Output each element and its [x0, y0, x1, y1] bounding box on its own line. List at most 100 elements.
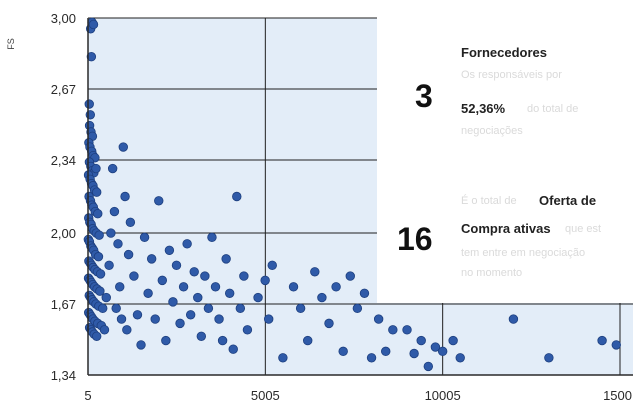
- data-point: [221, 254, 231, 264]
- data-point: [448, 335, 458, 346]
- data-point: [88, 19, 99, 30]
- x-tick-label: 5005: [251, 388, 280, 403]
- data-point: [224, 288, 235, 298]
- data-point: [253, 292, 263, 303]
- data-point: [182, 239, 192, 249]
- data-point: [146, 254, 157, 264]
- data-point: [430, 342, 441, 352]
- data-point: [113, 239, 123, 249]
- data-point: [366, 353, 377, 363]
- offer-title-line2: Compra ativas: [461, 221, 551, 236]
- data-point: [168, 297, 178, 307]
- data-point: [178, 282, 189, 292]
- data-point: [122, 325, 132, 335]
- data-point: [359, 288, 370, 298]
- data-point: [164, 245, 175, 255]
- data-point: [352, 303, 363, 314]
- data-point: [84, 99, 94, 109]
- data-point: [150, 314, 160, 324]
- data-point: [129, 271, 139, 281]
- data-point: [196, 331, 207, 341]
- data-point: [111, 303, 121, 314]
- y-tick-labels: 3,00 2,67 2,34 2,00 1,67 1,34: [51, 11, 76, 383]
- data-point: [232, 191, 242, 202]
- data-point: [207, 232, 217, 243]
- data-point: [91, 187, 102, 197]
- offer-count: 16: [397, 221, 433, 257]
- data-point: [132, 310, 143, 320]
- supplier-desc-line3: negociações: [461, 125, 523, 137]
- data-point: [118, 142, 128, 152]
- data-point: [86, 52, 97, 62]
- data-point: [338, 346, 348, 357]
- data-point: [267, 260, 277, 271]
- data-point: [381, 346, 391, 357]
- data-point: [104, 260, 114, 271]
- data-point: [544, 353, 554, 363]
- data-point: [193, 292, 203, 303]
- data-point: [388, 325, 398, 335]
- data-point: [91, 331, 102, 341]
- data-point: [295, 303, 306, 314]
- data-point: [331, 282, 341, 292]
- data-point: [373, 314, 384, 324]
- supplier-title: Fornecedores: [461, 45, 547, 60]
- data-point: [203, 303, 214, 314]
- data-point: [175, 318, 185, 329]
- y-tick-label: 1,67: [51, 297, 76, 312]
- data-point: [95, 286, 105, 296]
- data-point: [437, 346, 448, 357]
- data-point: [345, 271, 355, 281]
- data-point: [115, 282, 125, 292]
- data-point: [278, 353, 288, 363]
- x-tick-labels: 5 5005 10005 1500: [84, 388, 632, 403]
- offer-title-line1: Oferta de: [539, 193, 597, 208]
- y-tick-label: 1,34: [51, 368, 76, 383]
- data-point: [217, 335, 228, 346]
- data-point: [123, 249, 134, 260]
- stats-overlay-panel: 3 Fornecedores Os responsáveis por 52,36…: [377, 0, 633, 303]
- data-point: [214, 314, 224, 324]
- data-point: [94, 230, 104, 240]
- data-point: [402, 325, 412, 335]
- data-point: [93, 252, 104, 262]
- data-point: [317, 292, 327, 303]
- data-point: [303, 335, 313, 346]
- data-point: [423, 361, 434, 372]
- x-tick-label: 1500: [603, 388, 632, 403]
- data-point: [189, 267, 199, 277]
- y-tick-label: 2,00: [51, 226, 76, 241]
- data-point: [93, 209, 103, 219]
- data-point: [264, 314, 274, 324]
- data-point: [260, 275, 270, 286]
- data-point: [200, 271, 210, 281]
- data-point: [228, 344, 238, 354]
- data-point: [95, 269, 106, 279]
- data-point: [143, 288, 153, 298]
- data-point: [239, 271, 249, 281]
- data-point: [409, 348, 419, 359]
- x-tick-label: 5: [84, 388, 91, 403]
- data-point: [91, 163, 101, 174]
- data-point: [98, 303, 108, 314]
- data-point: [455, 353, 465, 363]
- x-tick-label: 10005: [425, 388, 461, 403]
- data-point: [310, 267, 320, 277]
- data-point: [125, 217, 136, 228]
- offer-desc-line0: É o total de: [461, 195, 517, 207]
- data-point: [116, 314, 127, 324]
- data-point: [288, 282, 299, 292]
- data-point: [242, 325, 253, 335]
- supplier-desc-line1: Os responsáveis por: [461, 69, 562, 81]
- data-point: [611, 340, 621, 350]
- data-point: [99, 325, 110, 335]
- data-point: [161, 335, 171, 346]
- y-tick-label: 2,67: [51, 82, 76, 97]
- data-point: [109, 206, 120, 217]
- data-point: [120, 191, 130, 202]
- data-point: [324, 318, 334, 329]
- data-point: [157, 275, 168, 286]
- y-tick-label: 3,00: [51, 11, 76, 26]
- offer-desc-line1: que est: [565, 223, 602, 235]
- y-axis-label: FS: [6, 38, 16, 50]
